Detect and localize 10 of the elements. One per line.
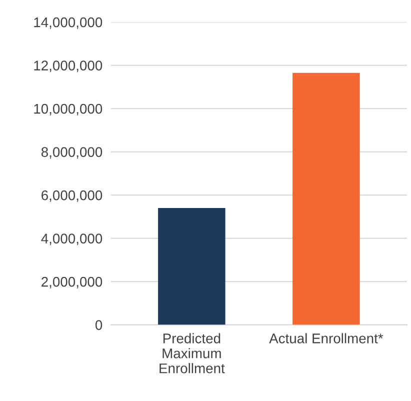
x-tick-label: Actual Enrollment* — [269, 333, 384, 344]
y-tick-label: 10,000,000 — [34, 104, 102, 116]
y-tick-label: 14,000,000 — [34, 17, 102, 29]
y-tick-label: 6,000,000 — [42, 190, 102, 202]
y-tick-label: 8,000,000 — [41, 147, 102, 159]
y-tick-label: 2,000,000 — [42, 276, 102, 288]
y-tick-label: 12,000,000 — [34, 60, 102, 72]
y-tick-label: 4,000,000 — [41, 234, 102, 246]
x-tick-label: Predicted Maximum Enrollment — [160, 333, 225, 374]
y-tick-label: 0 — [95, 320, 102, 330]
